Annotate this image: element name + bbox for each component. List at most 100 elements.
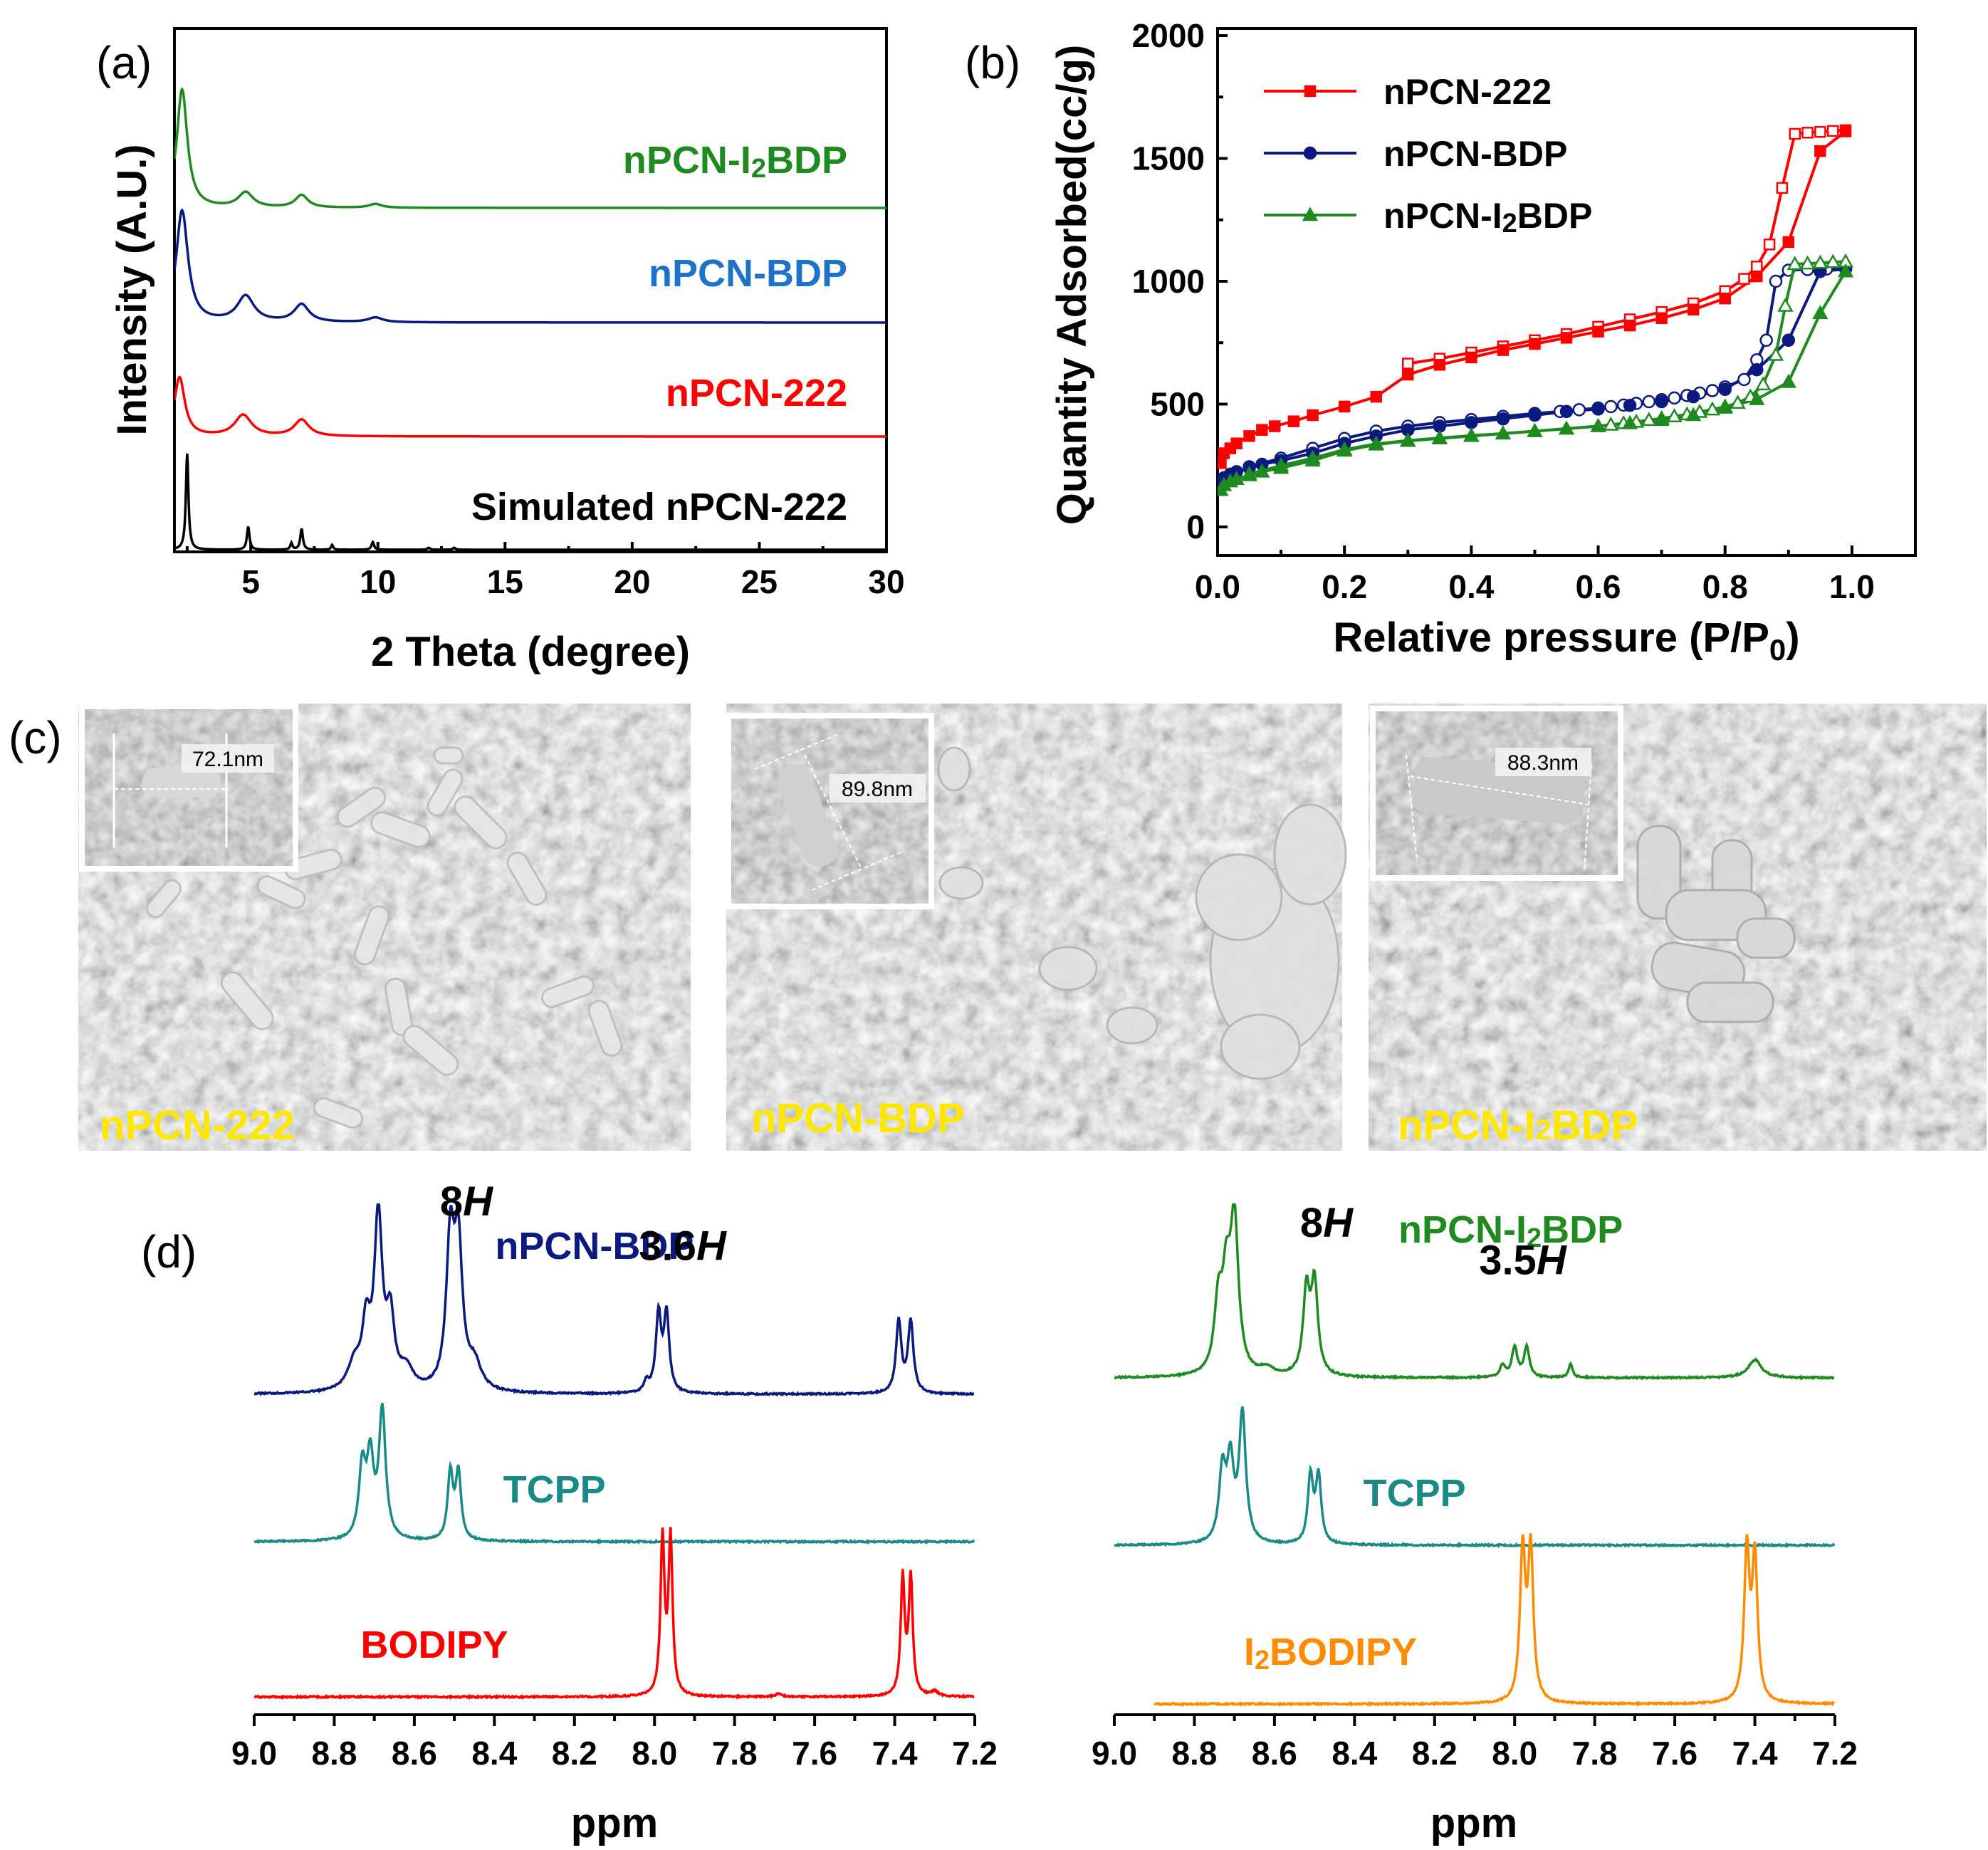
panel-d-right-spectrum-tcpp [1114,1406,1835,1549]
panel-b-desorption-point [1668,391,1681,405]
panel-d-right-x-tick-label: 8.6 [1252,1735,1297,1772]
panel-b-y-tick-label: 0 [1186,508,1205,545]
panel-d-right-integral-label: 3.5H [1479,1238,1567,1284]
panel-b-adsorption-point [1837,263,1854,278]
panel-d-left-x-tick-label: 7.2 [952,1735,998,1772]
panel-b-adsorption-point [1717,399,1733,414]
panel-a-curve-simulated-npcn-222 [174,453,886,551]
panel-b-adsorption-point [1559,404,1574,419]
panel-d-left-x-tick-label: 8.4 [471,1735,517,1772]
panel-b-adsorption-point [1814,145,1826,157]
panel-b-adsorption-point [1338,400,1351,413]
panel-b-desorption-point [1402,357,1414,370]
panel-d-right-integral-unit: H [1323,1200,1354,1246]
panel-b-adsorption-point [1560,332,1573,344]
sem-label-npcn-bdp: nPCN-BDP [751,1095,965,1141]
panel-d-left-x-tick-label: 9.0 [231,1735,277,1772]
panel-a-curves [174,87,886,551]
panel-b-x-axis-label-main: Relative pressure (P/P [1333,615,1769,661]
sem-label-npcn-i2bdp: nPCN-I2BDP [1398,1102,1638,1149]
panel-b-desorption-point [1812,254,1829,269]
panel-b-desorption-point [1759,333,1773,347]
panel-d-left-x-axis-label: ppm [571,1800,658,1846]
panel-d-left-x-tick-label: 8.6 [392,1735,437,1772]
panel-b-adsorption-point [1623,398,1637,412]
panel-b-adsorption-point [1685,407,1702,422]
panel-b-adsorption-point [1433,359,1446,371]
panel-label-a: (a) [96,37,152,88]
panel-b-adsorption-point [1590,418,1606,432]
panel-d-left-series-label-npcn-bdp: nPCN-BDP [495,1225,694,1268]
panel-b-adsorption-point [1241,467,1257,481]
panel-b-adsorption-point [1304,452,1321,467]
sem-image-npcn-222: 72.1nm nPCN-222 [78,704,691,1151]
panel-d-right-x-tick-label: 8.2 [1412,1735,1458,1772]
panel-b-desorption-point [1767,346,1784,361]
panel-d-right-integral-label: 8H [1300,1200,1354,1246]
panel-b-legend-marker [1304,85,1317,98]
panel-d-left-x-tick-label: 8.8 [311,1735,357,1772]
panel-b-y-axis-label: Quantity Adsorbed(cc/g) [1049,45,1095,526]
panel-d-right-integral-value: 8 [1300,1200,1323,1246]
panel-label-b: (b) [965,37,1020,88]
panel-b-adsorption-point [1370,390,1382,403]
panel-d-left-spectra [254,1203,975,1700]
sem-label-npcn-222: nPCN-222 [100,1102,295,1149]
panel-b-adsorption-point [1528,408,1542,422]
panel-b-desorption-point [1814,125,1826,138]
panel-d-left-integral-label: 3.6H [639,1223,727,1270]
panel-b-adsorption-point [1368,436,1384,451]
panel-b-adsorption-point [1228,471,1245,485]
sem-image-npcn-i2bdp: 88.3nm nPCN-I2BDP [1369,704,1987,1151]
panel-d-right-spectrum-npcn-i2bdp [1114,1203,1835,1381]
panel-b-adsorption-point [1272,459,1289,474]
panel-b-legend-marker [1303,146,1317,160]
panel-a-curve-npcn-222 [174,375,886,438]
panel-b-adsorption-point [1782,236,1795,249]
panel-b-adsorption-point [1243,430,1255,442]
panel-b-adsorption-point [1431,430,1448,445]
panel-a-x-ticks: 5 10 15 20 25 30 [185,542,905,600]
panel-d-left-x-tick-label: 8.0 [632,1735,677,1772]
panel-b-adsorption-point [1230,437,1242,449]
panel-d-right-x-tick-label: 7.6 [1652,1735,1697,1772]
panel-b-adsorption-point [1621,414,1638,429]
panel-b-legend-label-end: BDP [1517,196,1593,236]
panel-b-desorption-point [1705,384,1720,397]
panel-a-series-label-npcn-bdp: nPCN-BDP [649,252,847,295]
panel-b-x-axis-label-sub: 0 [1769,633,1786,667]
sem-scale-label-3: 88.3nm [1507,751,1579,775]
panel-b-adsorption-point [1751,270,1763,283]
panel-b-adsorption-point [1812,305,1829,320]
panel-d-right-x-tick-label: 8.4 [1332,1735,1377,1772]
panel-b-adsorption-point [1782,333,1796,347]
panel-b-desorption-point [1763,239,1776,251]
panel-b-desorption-point [1572,403,1586,417]
panel-b-x-axis-label: Relative pressure (P/P0) [1333,615,1799,667]
panel-d-left-x-tick-label: 8.2 [552,1735,597,1772]
panel-d-right-x-tick-label: 8.0 [1492,1735,1537,1772]
panel-d-left-integral-value: 8 [440,1179,463,1225]
panel-d-right-spectrum-i2bodipy [1153,1532,1835,1708]
panel-a-x-axis-label: 2 Theta (degree) [371,629,690,675]
panel-b-desorption-point [1666,408,1683,422]
panel-a-series-labels: nPCN-I2BDP nPCN-BDP nPCN-222 Simulated nPCN… [471,139,847,528]
panel-d-right-x-tick-label: 8.8 [1171,1735,1217,1772]
panel-a-series-label-npcn-222: nPCN-222 [666,372,847,414]
panel-a-curve-npcn-bdp [174,208,886,324]
panel-d-right-x-tick-label: 9.0 [1092,1735,1137,1772]
panel-b-desorption-point [1799,255,1816,270]
panel-b-desorption-point [1801,127,1814,139]
panel-b-adsorption-point [1719,292,1731,305]
panel-b-axes-frame [1216,27,1917,557]
panel-a-x-tick-label: 10 [360,563,396,600]
panel-b-x-tick-label: 0.2 [1322,568,1367,605]
panel-d-right: 9.0 8.8 8.6 8.4 8.2 8.0 7.8 7.6 7.4 7.2 nPCN-I2BD… [1092,1200,1858,1846]
panel-a-curve-npcn-i2bdp [174,87,886,209]
panel-b-legend-label-sub: 2 [1502,209,1517,239]
panel-d-right-integral-value: 3.5 [1479,1238,1537,1284]
panel-b-adsorption-point [1653,412,1670,427]
panel-b-curves [1218,124,1854,496]
